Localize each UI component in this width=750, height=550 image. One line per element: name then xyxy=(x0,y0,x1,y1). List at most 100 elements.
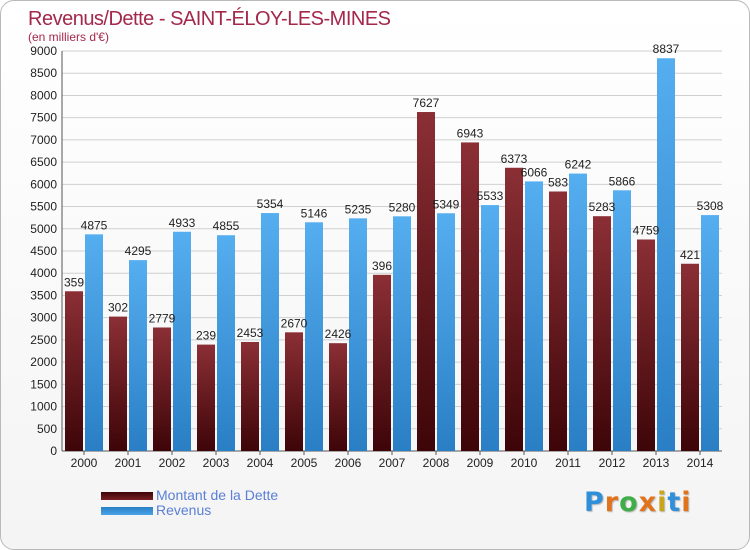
logo-letter: x xyxy=(638,487,658,518)
data-label-revenue: 5146 xyxy=(301,206,328,220)
x-tick-label: 2006 xyxy=(335,456,362,470)
data-label-revenue: 5354 xyxy=(257,197,284,211)
x-tick-label: 2013 xyxy=(643,456,670,470)
bar-revenue xyxy=(657,58,675,451)
y-tick-label: 2000 xyxy=(30,355,57,369)
data-label-debt: 6943 xyxy=(457,126,484,140)
data-label-revenue: 5349 xyxy=(433,197,460,211)
data-label-debt: 2779 xyxy=(149,311,176,325)
x-tick-label: 2005 xyxy=(291,456,318,470)
y-tick-label: 3500 xyxy=(30,288,57,302)
logo-letter: P xyxy=(584,487,605,518)
data-label-debt: 396 xyxy=(372,259,392,273)
chart-subtitle: (en milliers d'€) xyxy=(28,30,109,44)
y-tick-label: 8500 xyxy=(30,66,57,80)
y-tick-label: 1000 xyxy=(30,400,57,414)
data-label-debt: 5283 xyxy=(589,200,616,214)
data-label-debt: 2426 xyxy=(325,327,352,341)
data-label-debt: 359 xyxy=(64,275,84,289)
data-label-debt: 2453 xyxy=(237,326,264,340)
bar-debt xyxy=(461,142,479,451)
data-label-revenue: 4875 xyxy=(81,218,108,232)
y-tick-label: 4000 xyxy=(30,266,57,280)
y-tick-label: 5000 xyxy=(30,222,57,236)
logo-letter: r xyxy=(604,487,620,518)
data-label-revenue: 8837 xyxy=(653,42,680,56)
legend-label-debt: Montant de la Dette xyxy=(156,487,279,503)
x-tick-label: 2010 xyxy=(511,456,538,470)
x-tick-label: 2011 xyxy=(555,456,581,470)
bar-debt xyxy=(285,332,303,451)
y-tick-label: 6500 xyxy=(30,155,57,169)
y-tick-label: 7500 xyxy=(30,111,57,125)
logo-letter: o xyxy=(619,487,639,518)
data-label-revenue: 5308 xyxy=(697,199,724,213)
bar-revenue xyxy=(525,181,543,451)
data-label-debt: 4759 xyxy=(633,223,660,237)
data-label-debt: 2670 xyxy=(281,316,308,330)
bar-debt xyxy=(197,344,215,451)
data-label-debt: 6373 xyxy=(501,152,528,166)
data-label-revenue: 4933 xyxy=(169,216,196,230)
bar-debt xyxy=(593,216,611,451)
bar-debt xyxy=(417,112,435,452)
bar-revenue xyxy=(613,190,631,452)
bar-revenue xyxy=(217,235,235,451)
data-label-revenue: 4295 xyxy=(125,244,152,258)
data-label-debt: 239 xyxy=(196,329,216,343)
x-tick-label: 2012 xyxy=(599,456,626,470)
y-tick-label: 0 xyxy=(50,444,57,458)
logo-letter: i xyxy=(681,487,692,518)
bar-debt xyxy=(681,263,699,451)
y-tick-label: 3000 xyxy=(30,311,57,325)
bar-revenue xyxy=(173,231,191,451)
x-tick-label: 2000 xyxy=(71,456,98,470)
x-tick-label: 2001 xyxy=(115,456,142,470)
x-tick-label: 2008 xyxy=(423,456,450,470)
y-tick-label: 7000 xyxy=(30,133,57,147)
proxiti-logo: Proxiti xyxy=(584,487,692,518)
bar-revenue xyxy=(349,218,367,451)
bar-debt xyxy=(549,191,567,451)
data-label-revenue: 5280 xyxy=(389,200,416,214)
y-tick-label: 5500 xyxy=(30,200,57,214)
bar-debt xyxy=(65,291,83,451)
legend-swatch-debt xyxy=(101,492,153,500)
data-label-revenue: 6066 xyxy=(521,165,548,179)
data-label-revenue: 5235 xyxy=(345,202,372,216)
bar-debt xyxy=(153,327,171,451)
data-label-revenue: 5533 xyxy=(477,189,504,203)
bar-debt xyxy=(329,343,347,451)
bar-debt xyxy=(373,274,391,451)
bar-debt xyxy=(241,341,259,451)
data-label-revenue: 4855 xyxy=(213,219,240,233)
data-label-debt: 302 xyxy=(108,301,128,315)
bar-revenue xyxy=(437,213,455,451)
logo-letter: i xyxy=(657,487,668,518)
data-label-revenue: 5866 xyxy=(609,174,636,188)
bar-debt xyxy=(637,239,655,451)
bar-revenue xyxy=(481,205,499,451)
data-label-debt: 421 xyxy=(680,248,700,262)
bar-revenue xyxy=(393,216,411,451)
y-tick-label: 2500 xyxy=(30,333,57,347)
data-label-debt: 583 xyxy=(548,175,568,189)
x-tick-label: 2014 xyxy=(687,456,714,470)
x-tick-label: 2004 xyxy=(247,456,274,470)
bar-revenue xyxy=(569,173,587,452)
y-tick-label: 500 xyxy=(37,422,57,436)
y-tick-label: 4500 xyxy=(30,244,57,258)
y-tick-label: 1500 xyxy=(30,377,57,391)
bar-revenue xyxy=(305,222,323,451)
x-tick-label: 2007 xyxy=(379,456,406,470)
bar-revenue xyxy=(261,213,279,451)
logo-letter: t xyxy=(667,487,682,518)
y-tick-label: 9000 xyxy=(30,44,57,58)
x-tick-label: 2009 xyxy=(467,456,494,470)
bar-revenue xyxy=(701,215,719,451)
legend-label-revenue: Revenus xyxy=(156,502,212,518)
chart-title: Revenus/Dette - SAINT-ÉLOY-LES-MINES xyxy=(28,8,391,30)
data-label-revenue: 6242 xyxy=(565,158,592,172)
bar-debt xyxy=(505,167,523,451)
